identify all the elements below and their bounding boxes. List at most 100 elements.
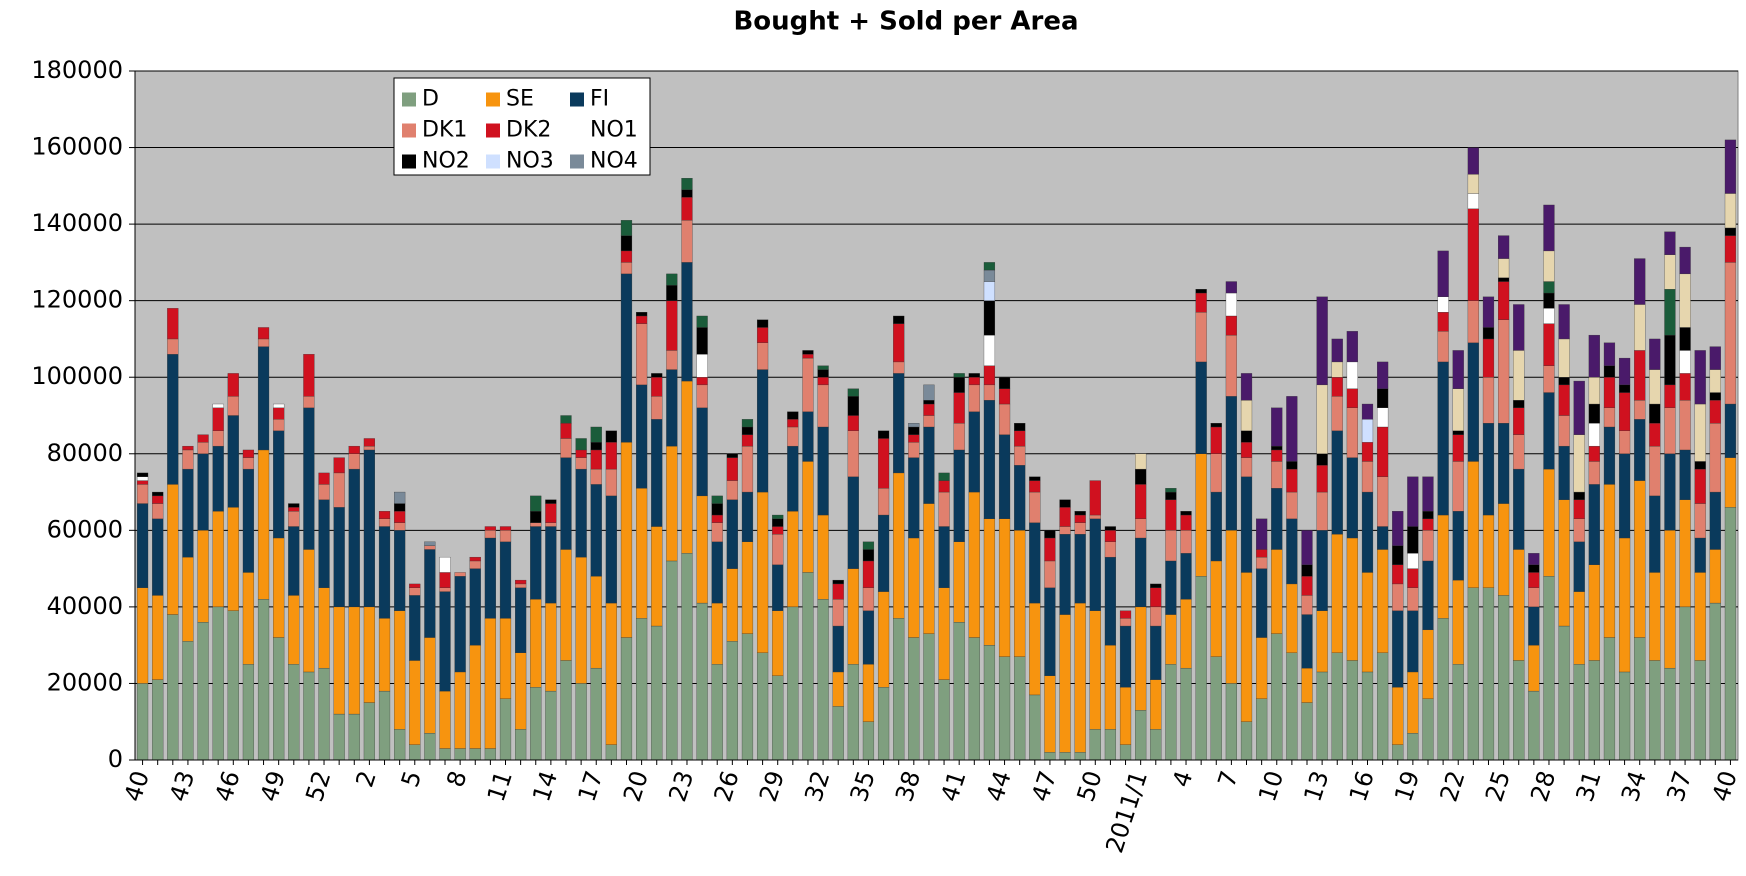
bar-segment <box>1271 445 1283 451</box>
bar-segment <box>1059 526 1071 535</box>
bar-segment <box>1346 388 1358 408</box>
x-tick-label: 43 <box>164 767 200 805</box>
bar-segment <box>1331 430 1343 535</box>
bar-segment <box>1180 530 1192 554</box>
bar-segment <box>363 445 375 451</box>
bar-segment <box>1301 614 1313 669</box>
bar-segment <box>877 438 890 489</box>
bar-segment <box>1603 426 1616 485</box>
bar-segment <box>590 576 602 669</box>
bar-segment <box>1346 331 1358 363</box>
bar-segment <box>893 315 905 324</box>
bar-segment <box>257 599 270 761</box>
x-tick-label: 50 <box>1072 767 1108 805</box>
bar-segment <box>1286 396 1298 462</box>
bar-segment <box>726 641 738 761</box>
bar-segment <box>605 430 617 443</box>
bar-segment <box>1573 591 1585 665</box>
bar-segment <box>333 507 345 608</box>
bar-segment <box>1135 453 1147 470</box>
y-tick-label: 80000 <box>47 439 123 467</box>
bar-segment <box>273 430 285 539</box>
bar-segment <box>1165 614 1177 665</box>
bar-segment <box>983 334 996 366</box>
bar-segment <box>454 671 466 749</box>
bar-segment <box>1119 610 1132 619</box>
bar-segment <box>1014 656 1026 761</box>
bar-segment <box>1029 694 1041 761</box>
bar-segment <box>696 315 708 328</box>
bar-segment <box>575 683 587 761</box>
bar-segment <box>1271 449 1283 462</box>
bar-segment <box>817 514 829 600</box>
bar-segment <box>741 541 754 634</box>
bar-segment <box>242 457 255 470</box>
bar-segment <box>1467 174 1479 194</box>
bar-segment <box>998 388 1011 405</box>
bar-segment <box>636 488 648 619</box>
bar-segment <box>1467 587 1479 761</box>
x-tick-label: 40 <box>119 767 155 805</box>
bar-segment <box>1301 530 1313 565</box>
bar-segment <box>847 396 859 416</box>
bar-segment <box>1437 361 1449 516</box>
bar-segment <box>741 434 754 447</box>
bar-segment <box>802 357 814 412</box>
bar-segment <box>772 514 784 519</box>
bar-segment <box>1709 392 1721 401</box>
bar-segment <box>152 495 164 504</box>
bar-segment <box>1074 534 1086 604</box>
bar-segment <box>817 599 829 761</box>
bar-segment <box>242 572 255 665</box>
bar-segment <box>1573 380 1585 435</box>
bar-segment <box>908 457 920 539</box>
bar-segment <box>605 602 617 745</box>
bar-segment <box>1679 606 1691 761</box>
bar-segment <box>817 369 829 378</box>
bar-segment <box>1195 292 1207 313</box>
bar-segment <box>136 476 149 481</box>
bar-segment <box>696 377 708 386</box>
bar-segment <box>545 499 557 504</box>
legend-label: FI <box>590 87 609 112</box>
bar-segment <box>1377 526 1389 550</box>
bar-segment <box>1649 660 1661 761</box>
bar-segment <box>394 511 406 523</box>
chart-title: Bought + Sold per Area <box>733 7 1078 37</box>
bar-segment <box>1316 610 1328 673</box>
bar-segment <box>575 468 587 558</box>
bar-segment <box>817 384 829 428</box>
bar-segment <box>1452 461 1464 512</box>
bar-segment <box>636 384 648 489</box>
bar-segment <box>1225 292 1237 317</box>
bar-segment <box>1694 461 1706 470</box>
bar-segment <box>439 556 451 573</box>
bar-segment <box>1649 403 1661 424</box>
bar-segment <box>1618 537 1631 673</box>
legend-swatch <box>570 92 584 107</box>
x-tick-label: 46 <box>210 767 246 805</box>
bar-segment <box>1558 384 1570 416</box>
bar-segment <box>772 675 784 761</box>
x-tick-label: 35 <box>845 767 881 805</box>
bar-segment <box>212 606 224 761</box>
bar-segment <box>923 384 935 401</box>
bar-segment <box>666 445 678 562</box>
legend-label: NO2 <box>422 149 470 174</box>
legend-swatch <box>486 154 500 169</box>
bar-segment <box>1437 311 1449 332</box>
bar-segment <box>741 491 754 542</box>
bar-segment <box>1437 250 1449 297</box>
bar-segment <box>1377 476 1389 527</box>
bar-segment <box>1603 365 1616 378</box>
bar-segment <box>1528 606 1540 646</box>
bar-segment <box>968 377 980 386</box>
bar-segment <box>1588 484 1600 565</box>
bar-segment <box>983 518 996 646</box>
bar-segment <box>1407 568 1419 588</box>
bar-segment <box>636 315 648 324</box>
bar-segment <box>590 667 602 761</box>
bar-segment <box>787 426 799 447</box>
x-tick-label: 31 <box>1571 767 1607 805</box>
legend-label: NO4 <box>590 149 638 174</box>
